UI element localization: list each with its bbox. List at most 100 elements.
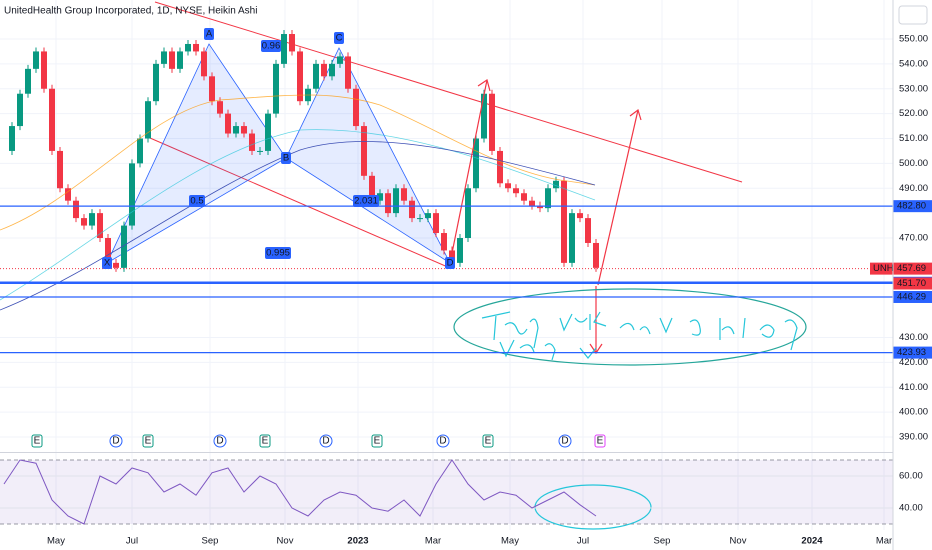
time-label: 2023 <box>347 536 368 547</box>
event-label: D <box>561 436 568 447</box>
candle <box>281 34 287 64</box>
event-label: E <box>485 436 492 447</box>
time-label: Mar <box>876 536 892 547</box>
candle <box>265 113 271 151</box>
candle <box>345 56 351 89</box>
event-marker[interactable] <box>436 434 450 448</box>
candle <box>401 188 407 201</box>
time-label: Nov <box>277 536 294 547</box>
ratio-tag <box>261 40 281 52</box>
candle <box>577 213 583 219</box>
arrow-head-2 <box>629 109 642 121</box>
time-label: Jul <box>126 536 138 547</box>
price-tick-label: 420.00 <box>899 357 928 368</box>
pattern-label: X <box>104 258 111 269</box>
arrow-up <box>449 79 488 264</box>
pane-separator <box>0 452 893 453</box>
event-marker[interactable] <box>259 434 271 448</box>
candle <box>41 51 47 89</box>
candle <box>9 126 15 151</box>
arrow-up-2 <box>597 109 639 286</box>
candle <box>369 175 375 201</box>
rsi-tick-label: 40.00 <box>899 503 923 514</box>
level-tag <box>893 346 932 359</box>
price-tick-label: 520.00 <box>899 108 928 119</box>
candle <box>537 205 543 209</box>
event-marker[interactable] <box>142 434 154 448</box>
event-marker[interactable] <box>371 434 383 448</box>
time-label: May <box>47 536 65 547</box>
event-marker[interactable] <box>109 434 123 448</box>
event-marker[interactable] <box>213 434 227 448</box>
candle <box>249 133 255 151</box>
candle <box>561 180 567 263</box>
candle <box>257 150 263 152</box>
candle <box>417 218 423 220</box>
candle <box>233 126 239 134</box>
pattern-label: D <box>447 258 454 269</box>
candle <box>297 51 303 102</box>
candle <box>113 262 119 268</box>
rsi-band <box>0 460 893 524</box>
event-label: E <box>262 436 269 447</box>
event-label: D <box>439 436 446 447</box>
price-tick-label: 390.00 <box>899 432 928 443</box>
candle <box>129 163 135 226</box>
candle <box>481 93 487 139</box>
candle <box>593 242 599 268</box>
event-marker[interactable] <box>319 434 333 448</box>
last-price-tag <box>893 262 932 275</box>
candle <box>385 193 391 214</box>
time-label: 2024 <box>801 536 823 547</box>
event-label: D <box>322 436 329 447</box>
candle <box>465 188 471 238</box>
candle <box>145 101 151 139</box>
level-label: 482.80 <box>897 201 926 212</box>
candle <box>313 63 319 89</box>
candle <box>441 233 447 251</box>
price-tick-label: 470.00 <box>899 233 928 244</box>
price-tick-label: 400.00 <box>899 407 928 418</box>
pattern-label: A <box>206 29 213 40</box>
channel-top <box>154 1 743 183</box>
candle <box>201 51 207 77</box>
arrow-head <box>477 79 491 92</box>
candles <box>9 30 599 272</box>
level-tag <box>893 200 932 213</box>
candle <box>73 200 79 219</box>
ratio-label: 0.96 <box>262 41 281 52</box>
pattern-label: B <box>283 153 289 164</box>
candle <box>433 213 439 234</box>
event-marker[interactable] <box>482 434 494 448</box>
event-marker[interactable] <box>594 434 606 448</box>
event-label: E <box>374 436 381 447</box>
candle <box>153 63 159 102</box>
time-label: Sep <box>654 536 671 547</box>
settings-button[interactable] <box>898 5 928 25</box>
candle <box>569 213 575 263</box>
labels: 550.00 540.00 530.00 520.00 510.00 500.00 490.… <box>31 28 932 547</box>
candle <box>161 51 167 64</box>
symbol-label: UNH <box>873 263 894 274</box>
event-label: E <box>597 436 604 447</box>
candle <box>273 63 279 114</box>
chart-title: UnitedHealth Group Incorporated, 1D, NYS… <box>4 6 257 17</box>
candle <box>209 76 215 102</box>
time-label: May <box>501 536 519 547</box>
candle <box>57 150 63 189</box>
level-label: 446.29 <box>897 291 926 302</box>
candle <box>361 126 367 176</box>
level-label: 451.70 <box>897 278 926 289</box>
rsi-line <box>3 459 597 525</box>
time-label: Jul <box>577 536 589 547</box>
pattern-tag <box>445 257 455 269</box>
ratio-tag <box>353 195 379 207</box>
event-marker[interactable] <box>31 434 43 448</box>
candle <box>81 218 87 226</box>
event-marker[interactable] <box>558 434 572 448</box>
price-tick-label: 490.00 <box>899 183 928 194</box>
ratio-label: 0.995 <box>266 248 290 259</box>
candle <box>505 183 511 189</box>
price-tick-label: 430.00 <box>899 332 928 343</box>
candle <box>17 93 23 127</box>
